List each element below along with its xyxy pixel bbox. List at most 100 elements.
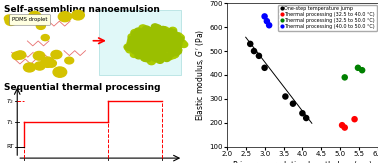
Circle shape — [178, 40, 186, 46]
Circle shape — [157, 43, 164, 49]
Circle shape — [144, 56, 151, 62]
Circle shape — [134, 45, 142, 50]
Circle shape — [150, 40, 157, 45]
Circle shape — [144, 29, 152, 35]
Circle shape — [159, 46, 167, 52]
Circle shape — [149, 32, 156, 38]
Circle shape — [159, 33, 166, 38]
Circle shape — [150, 41, 157, 46]
Circle shape — [127, 41, 135, 47]
Circle shape — [142, 39, 150, 45]
Point — [251, 50, 257, 52]
Circle shape — [128, 36, 135, 42]
Text: $T_1$: $T_1$ — [6, 118, 14, 127]
Circle shape — [174, 42, 182, 47]
Circle shape — [141, 40, 149, 46]
Circle shape — [165, 54, 172, 60]
Circle shape — [138, 30, 146, 36]
Circle shape — [167, 32, 175, 37]
Circle shape — [172, 41, 180, 47]
Circle shape — [153, 42, 160, 48]
Circle shape — [142, 30, 150, 35]
Circle shape — [137, 42, 145, 48]
Circle shape — [156, 39, 164, 45]
Circle shape — [144, 47, 151, 53]
Circle shape — [146, 38, 153, 44]
X-axis label: Primary correlation length, $L_{C,1}$ (μm): Primary correlation length, $L_{C,1}$ (μ… — [232, 160, 373, 163]
Circle shape — [51, 50, 62, 59]
Circle shape — [170, 38, 178, 44]
Circle shape — [150, 47, 158, 53]
Circle shape — [156, 47, 164, 53]
Circle shape — [136, 48, 144, 54]
Circle shape — [151, 38, 159, 44]
Circle shape — [158, 43, 165, 48]
Circle shape — [58, 12, 71, 22]
Circle shape — [172, 50, 180, 56]
Circle shape — [148, 40, 155, 46]
Circle shape — [166, 52, 174, 58]
Circle shape — [152, 42, 160, 48]
Circle shape — [160, 41, 167, 46]
Bar — [99, 10, 181, 75]
Circle shape — [146, 38, 154, 44]
Circle shape — [158, 42, 165, 47]
Circle shape — [23, 63, 36, 72]
Circle shape — [138, 51, 146, 57]
Circle shape — [140, 33, 147, 39]
Circle shape — [170, 40, 177, 45]
Circle shape — [135, 48, 143, 54]
Circle shape — [153, 45, 161, 51]
Circle shape — [153, 40, 161, 45]
Circle shape — [134, 34, 141, 39]
Circle shape — [150, 42, 157, 48]
Text: $T_2$: $T_2$ — [6, 97, 14, 105]
Circle shape — [158, 54, 166, 59]
Circle shape — [149, 41, 157, 47]
Circle shape — [125, 45, 132, 50]
Circle shape — [147, 36, 154, 42]
Circle shape — [166, 42, 174, 48]
Point — [264, 20, 270, 22]
Circle shape — [136, 50, 144, 56]
Circle shape — [130, 39, 138, 44]
Circle shape — [146, 44, 154, 50]
Circle shape — [152, 43, 160, 49]
Circle shape — [131, 38, 139, 43]
Circle shape — [147, 49, 155, 55]
Circle shape — [146, 45, 154, 51]
Circle shape — [160, 26, 167, 32]
Circle shape — [72, 10, 84, 20]
Circle shape — [164, 46, 172, 52]
Circle shape — [158, 48, 166, 54]
Circle shape — [165, 41, 173, 47]
Circle shape — [128, 34, 136, 40]
Circle shape — [154, 45, 162, 51]
Circle shape — [139, 53, 147, 59]
Circle shape — [155, 36, 163, 42]
Circle shape — [155, 47, 162, 52]
Circle shape — [138, 43, 146, 48]
Circle shape — [167, 33, 175, 39]
Circle shape — [139, 44, 147, 50]
Circle shape — [155, 37, 162, 43]
Circle shape — [155, 30, 163, 35]
Circle shape — [163, 38, 171, 44]
Circle shape — [152, 56, 159, 61]
Circle shape — [5, 15, 14, 22]
Circle shape — [143, 46, 151, 52]
Circle shape — [180, 42, 188, 47]
Circle shape — [12, 52, 22, 59]
Circle shape — [33, 52, 45, 60]
Circle shape — [170, 41, 178, 46]
Circle shape — [158, 32, 166, 37]
Circle shape — [171, 40, 179, 46]
Circle shape — [172, 44, 179, 50]
Circle shape — [151, 40, 158, 45]
Circle shape — [145, 36, 152, 42]
Circle shape — [150, 42, 158, 48]
Circle shape — [146, 48, 153, 54]
Circle shape — [164, 43, 171, 48]
Circle shape — [138, 30, 146, 36]
Circle shape — [141, 52, 149, 58]
